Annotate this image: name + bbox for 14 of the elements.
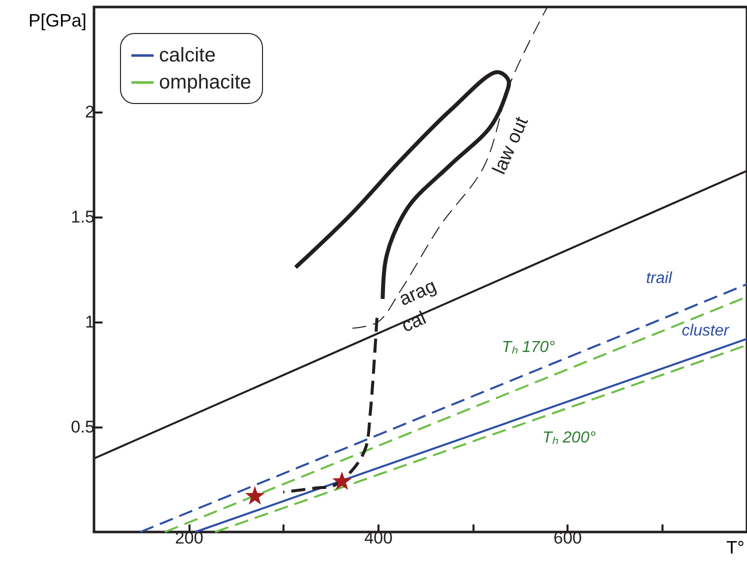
annotation: law out <box>489 113 533 178</box>
legend-label: omphacite <box>159 72 252 94</box>
annotation: trail <box>646 270 672 287</box>
y-tick-label: 0.5 <box>70 418 94 436</box>
annotation: cluster <box>682 322 730 340</box>
y-tick-label: 1.5 <box>70 208 94 226</box>
x-axis-title: T° <box>726 538 744 558</box>
y-tick-label: 1 <box>85 312 94 332</box>
y-axis-title: P[GPa] <box>28 10 86 30</box>
annotation: Tₕ 200° <box>542 430 596 446</box>
y-tick-label: 2 <box>85 102 94 122</box>
annotation: Tₕ 170° <box>502 339 556 356</box>
annotation: arag <box>396 276 440 310</box>
legend-label: calcite <box>159 44 216 66</box>
